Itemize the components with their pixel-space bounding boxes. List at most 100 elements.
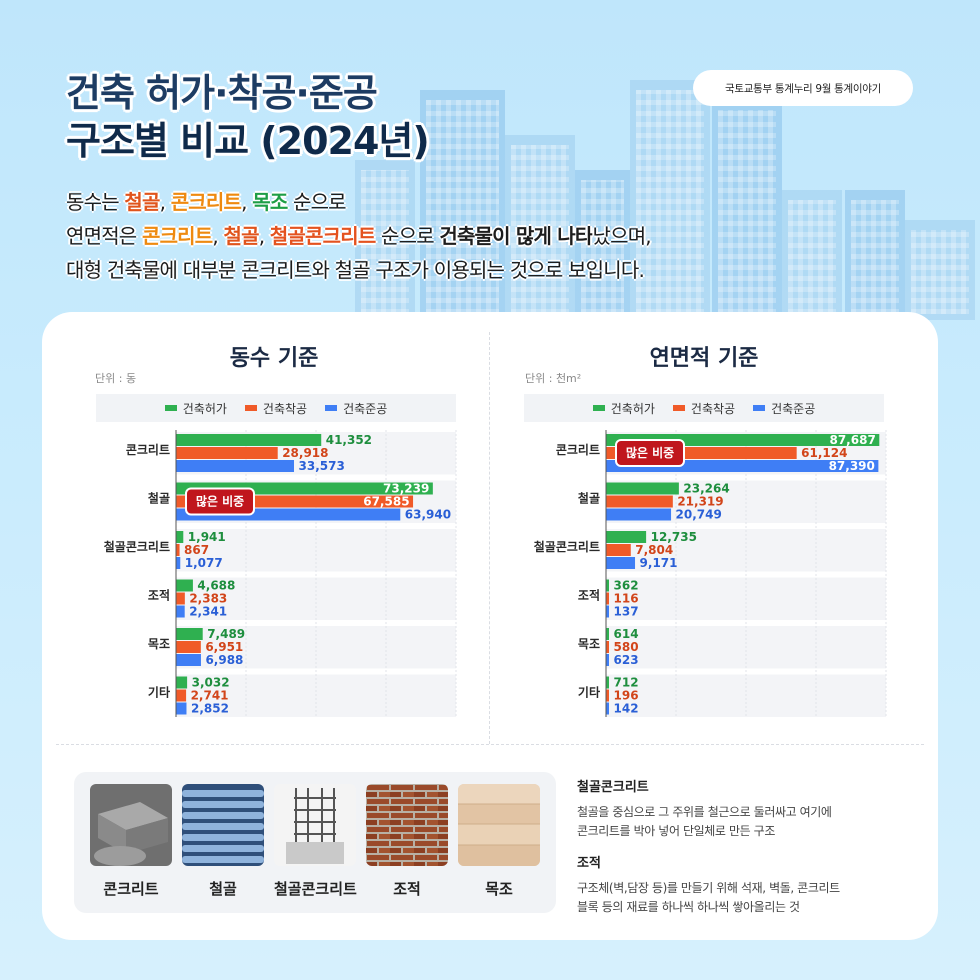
material-label: 목조 bbox=[485, 880, 513, 898]
callout-label: 많은 비중 bbox=[196, 494, 244, 509]
category-label: 철골 bbox=[578, 491, 600, 506]
category-label: 철골콘크리트 bbox=[104, 539, 170, 554]
category-label: 목조 bbox=[578, 637, 600, 651]
legend-item-permit: 건축허가 bbox=[592, 400, 655, 417]
material-steel-reinforced-concrete: 철골콘크리트 bbox=[274, 784, 357, 899]
bar-complete bbox=[176, 605, 185, 618]
summary-text: 동수는 철골, 콘크리트, 목조 순으로 연면적은 콘크리트, 철골, 철골콘크… bbox=[66, 185, 652, 287]
value-label-permit: 1,941 bbox=[188, 530, 226, 544]
steel-rebar-image bbox=[182, 784, 264, 866]
value-label-complete: 2,852 bbox=[191, 702, 229, 716]
brick-wall-image bbox=[366, 784, 448, 866]
bar-complete bbox=[606, 702, 609, 715]
value-label-start: 6,951 bbox=[205, 640, 243, 654]
value-label-start: 580 bbox=[614, 640, 639, 654]
callout-label: 많은 비중 bbox=[626, 445, 674, 460]
page-title-line1: 건축 허가·착공·준공 bbox=[66, 71, 378, 115]
bar-start bbox=[176, 544, 180, 556]
bar-complete bbox=[606, 508, 672, 521]
legend-swatch-start bbox=[244, 405, 257, 411]
material-label: 철골 bbox=[209, 880, 237, 898]
value-label-start: 28,918 bbox=[282, 446, 328, 460]
callout-box bbox=[615, 439, 685, 467]
legend-area: 건축허가 건축착공 건축준공 bbox=[524, 394, 884, 422]
value-label-start: 61,124 bbox=[801, 446, 847, 460]
bar-start bbox=[606, 495, 673, 508]
callout-badge: 많은 비중 bbox=[185, 487, 255, 516]
concrete-image bbox=[90, 784, 172, 866]
value-label-start: 2,741 bbox=[191, 689, 229, 703]
chart-title-area: 연면적 기준 bbox=[649, 346, 759, 371]
bar-complete bbox=[176, 702, 187, 715]
value-label-permit: 7,489 bbox=[207, 627, 245, 641]
bar-permit bbox=[176, 531, 184, 543]
wood-plank-image bbox=[458, 784, 540, 866]
legend-swatch-permit bbox=[164, 405, 177, 411]
bar-permit bbox=[176, 579, 193, 592]
chart-title-count: 동수 기준 bbox=[229, 346, 319, 371]
value-label-start: 196 bbox=[614, 689, 639, 703]
material-label: 조적 bbox=[393, 880, 421, 898]
unit-label-area: 단위 : 천m² bbox=[525, 372, 582, 385]
definition-desc: 철골을 중심으로 그 주위를 철근으로 둘러싸고 여기에 콘크리트를 박아 넣어… bbox=[577, 805, 832, 838]
legend-swatch-start bbox=[672, 405, 685, 411]
summary-line1: 동수는 철골, 콘크리트, 목조 순으로 bbox=[66, 190, 347, 214]
definition-term: 철골콘크리트 bbox=[577, 780, 649, 795]
content-panel: 동수 기준 단위 : 동 건축허가 건축착공 건축준공 콘크리트 41,352 28… bbox=[42, 312, 938, 940]
callout-box bbox=[185, 487, 255, 516]
value-label-permit: 614 bbox=[614, 627, 639, 641]
bar-complete bbox=[606, 654, 609, 666]
material-concrete: 콘크리트 bbox=[90, 784, 172, 899]
value-label-complete: 9,171 bbox=[640, 556, 678, 570]
material-steel: 철골 bbox=[182, 784, 264, 899]
bar-start bbox=[606, 641, 609, 653]
bar-complete bbox=[176, 654, 201, 666]
unit-label-count: 단위 : 동 bbox=[95, 372, 137, 385]
page-title-line2: 구조별 비교 (2024년) bbox=[66, 119, 430, 163]
value-label-permit: 3,032 bbox=[192, 676, 230, 690]
bar-complete bbox=[176, 557, 181, 569]
horizontal-divider bbox=[56, 744, 924, 745]
bar-complete bbox=[176, 460, 295, 472]
category-label: 철골콘크리트 bbox=[534, 539, 600, 554]
category-label: 철골 bbox=[148, 491, 170, 506]
value-label-permit: 73,239 bbox=[383, 482, 429, 496]
value-label-permit: 41,352 bbox=[326, 433, 372, 447]
value-label-start: 67,585 bbox=[363, 495, 409, 509]
value-label-start: 867 bbox=[184, 543, 209, 557]
definition-masonry: 조적 구조체(벽,담장 등)를 만들기 위해 석재, 벽돌, 콘크리트 블록 등… bbox=[577, 852, 917, 917]
value-label-complete: 623 bbox=[614, 653, 639, 667]
value-label-complete: 2,341 bbox=[189, 605, 227, 619]
category-label: 기타 bbox=[578, 685, 600, 700]
material-label: 콘크리트 bbox=[103, 880, 159, 898]
legend-item-complete: 건축준공 bbox=[325, 400, 387, 417]
bar-start bbox=[176, 592, 185, 605]
bar-permit bbox=[176, 676, 188, 689]
bar-permit bbox=[606, 482, 679, 495]
bar-permit bbox=[606, 579, 609, 592]
category-label: 기타 bbox=[148, 685, 170, 700]
steel-reinforced-concrete-image bbox=[274, 784, 356, 866]
materials-gallery: 콘크리트 철골 bbox=[74, 772, 556, 913]
value-label-permit: 12,735 bbox=[651, 530, 697, 544]
bar-start bbox=[176, 641, 201, 653]
summary-line3: 대형 건축물에 대부분 콘크리트와 철골 구조가 이용되는 것으로 보입니다. bbox=[66, 258, 645, 282]
bar-start bbox=[176, 689, 187, 702]
legend-swatch-complete bbox=[325, 405, 338, 411]
bar-complete bbox=[606, 605, 609, 618]
legend-count: 건축허가 건축착공 건축준공 bbox=[96, 394, 456, 422]
bar-permit bbox=[176, 434, 322, 446]
vertical-divider bbox=[489, 332, 490, 744]
legend-item-start: 건축착공 bbox=[244, 400, 307, 417]
callout-badge: 많은 비중 bbox=[615, 439, 685, 467]
summary-line2: 연면적은 콘크리트, 철골, 철골콘크리트 순으로 건축물이 많게 나타났으며, bbox=[66, 224, 652, 248]
bar-start bbox=[606, 592, 609, 605]
legend-item-complete: 건축준공 bbox=[753, 400, 815, 417]
value-label-permit: 362 bbox=[614, 579, 639, 593]
definition-term: 조적 bbox=[577, 856, 601, 871]
bar-start bbox=[606, 544, 631, 556]
definition-steel-reinforced-concrete: 철골콘크리트 철골을 중심으로 그 주위를 철근으로 둘러싸고 여기에 콘크리트… bbox=[577, 776, 917, 841]
value-label-start: 2,383 bbox=[189, 592, 227, 606]
